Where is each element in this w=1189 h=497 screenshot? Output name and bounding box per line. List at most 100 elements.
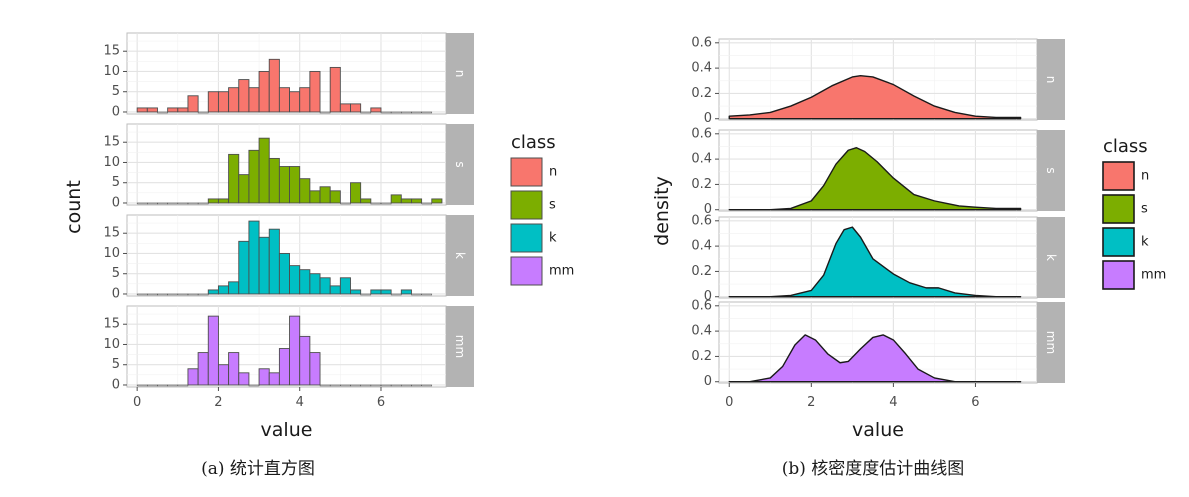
hist-facet-n-bar	[258, 71, 270, 113]
hist-facet-mm-strip	[446, 306, 474, 387]
hist-facet-s-bar	[228, 153, 240, 204]
hist-facet-k-bar	[390, 293, 402, 296]
hist-facet-mm-bar	[268, 372, 280, 386]
legend-a-key-mm	[510, 256, 543, 286]
hist-facet-n-bar	[136, 107, 148, 113]
hist-facet-s-bar	[147, 202, 158, 205]
hist-facet-n-bar	[289, 91, 301, 113]
hist-facet-mm-bar	[238, 372, 250, 386]
density-facet-n-ytick-label: 0.2	[691, 86, 712, 101]
hist-facet-s-bar	[380, 202, 392, 205]
hist-facet-mm-ytick-label: 0	[112, 377, 120, 392]
density-facet-n-ytick-label: 0.6	[691, 35, 712, 50]
hist-facet-k-ytick-label: 0	[112, 286, 120, 301]
hist-facet-s-bar	[248, 149, 260, 204]
histogram-chart: n 0 5 10 15 s 0 5 10 15 k 0 5 10 15 mm 0 5 10 15 0 2 4 6 value co…	[63, 32, 474, 479]
hist-facet-n-bar	[350, 103, 362, 113]
hist-facet-mm-bar	[289, 315, 301, 386]
density-facet-n-ytick-label: 0	[704, 111, 712, 126]
hist-facet-k-bar	[238, 240, 250, 295]
legend-b-title: class	[1103, 136, 1148, 157]
hist-facet-mm-bar	[390, 384, 402, 387]
legend-a-label-mm: mm	[549, 264, 574, 279]
hist-facet-s-ytick-label: 15	[103, 135, 120, 150]
hist-facet-mm-bar	[421, 384, 433, 387]
hist-facet-n-ytick-label: 0	[112, 104, 120, 119]
density-facet-mm-strip-label: mm	[1044, 331, 1058, 354]
hist-facet-k-ytick-label: 15	[103, 226, 120, 241]
hist-facet-k-bar	[289, 265, 301, 295]
hist-facet-s-bar	[217, 198, 230, 204]
legend-a-title: class	[511, 132, 556, 153]
hist-facet-s-bar	[421, 202, 433, 205]
hist-facet-s-bar	[258, 137, 270, 204]
hist-facet-n-bar	[339, 103, 351, 113]
hist-facet-mm-bar	[360, 384, 372, 387]
legend-b-key-k	[1102, 227, 1135, 257]
hist-facet-k-bar	[360, 293, 372, 296]
legend-b-key-n	[1102, 161, 1135, 191]
hist-facet-s-ytick-label: 0	[112, 195, 120, 210]
legend-a-key-k	[510, 223, 543, 253]
density-facet-k-ytick-label: 0.2	[691, 264, 712, 279]
hist-facet-k-bar	[329, 285, 341, 295]
hist-xtick-label: 0	[133, 395, 141, 410]
hist-xtick-label: 2	[214, 395, 222, 410]
density-chart: n 0 0.2 0.4 0.6 s 0 0.2 0.4 0.6 k 0 0.2 0.4 0.6 mm 0 0.2 0…	[651, 35, 1065, 479]
hist-facet-mm-bar	[167, 384, 179, 387]
hist-facet-mm-bar	[157, 384, 168, 387]
hist-x-axis-title: value	[261, 419, 313, 441]
hist-facet-k-bar	[187, 293, 199, 296]
hist-facet-k-bar	[400, 289, 412, 295]
hist-facet-n-bar	[421, 111, 433, 114]
hist-facet-s-bar	[309, 190, 321, 204]
density-facet-mm-ytick-label: 0.2	[691, 349, 712, 364]
hist-xtick-label: 4	[296, 395, 304, 410]
hist-y-axis-title: count	[63, 180, 85, 234]
hist-facet-s-bar	[400, 198, 412, 204]
density-xtick-label: 4	[889, 395, 897, 410]
hist-facet-n-bar	[207, 91, 219, 113]
density-facet-n-ytick-label: 0.4	[691, 61, 712, 76]
hist-facet-s-bar	[411, 198, 423, 204]
hist-facet-k-bar	[319, 277, 331, 295]
hist-facet-mm-bar	[370, 384, 382, 387]
hist-facet-k-bar	[157, 293, 168, 296]
density-facet-k-strip-label: k	[1044, 254, 1058, 261]
hist-facet-k-bar	[207, 289, 219, 295]
hist-facet-n-bar	[370, 107, 382, 113]
legend-a-key-n	[510, 157, 543, 187]
hist-xtick-label: 6	[377, 395, 385, 410]
density-facet-mm-ytick-label: 0.6	[691, 298, 712, 313]
hist-facet-mm-bar	[217, 364, 230, 386]
hist-facet-mm-ytick-label: 5	[112, 357, 120, 372]
density-facet-mm-strip	[1037, 302, 1065, 383]
hist-facet-k-bar	[147, 293, 158, 296]
hist-facet-n-bar	[268, 58, 280, 113]
hist-facet-n-bar	[278, 87, 290, 113]
density-xtick-label: 0	[725, 395, 733, 410]
hist-facet-s-bar	[360, 198, 372, 204]
hist-facet-k-ytick-label: 10	[103, 246, 120, 261]
hist-facet-s-bar	[197, 202, 209, 205]
hist-facet-mm-bar	[340, 384, 351, 387]
hist-facet-mm-bar	[278, 348, 290, 386]
hist-facet-mm-ytick-label: 10	[103, 337, 120, 352]
legend-histogram: class n s k mm	[510, 132, 574, 286]
hist-facet-n-bar	[390, 111, 402, 114]
hist-facet-k-ytick-label: 5	[112, 266, 120, 281]
hist-facet-mm-bar	[401, 384, 412, 387]
hist-facet-s-strip	[446, 124, 474, 205]
hist-facet-s-bar	[329, 190, 341, 204]
hist-facet-s-bar	[319, 186, 331, 204]
hist-facet-n-bar	[319, 111, 331, 114]
hist-facet-n-bar	[401, 111, 412, 114]
hist-facet-mm-bar	[299, 335, 311, 386]
hist-facet-k-bar	[380, 289, 392, 295]
density-facet-k-ytick-label: 0.4	[691, 239, 712, 254]
hist-facet-n-bar	[167, 107, 179, 113]
density-facet-k-ytick-label: 0.6	[691, 213, 712, 228]
hist-facet-mm-bar	[197, 352, 209, 386]
hist-facet-s-bar	[157, 202, 168, 205]
hist-facet-s-bar	[187, 202, 199, 205]
